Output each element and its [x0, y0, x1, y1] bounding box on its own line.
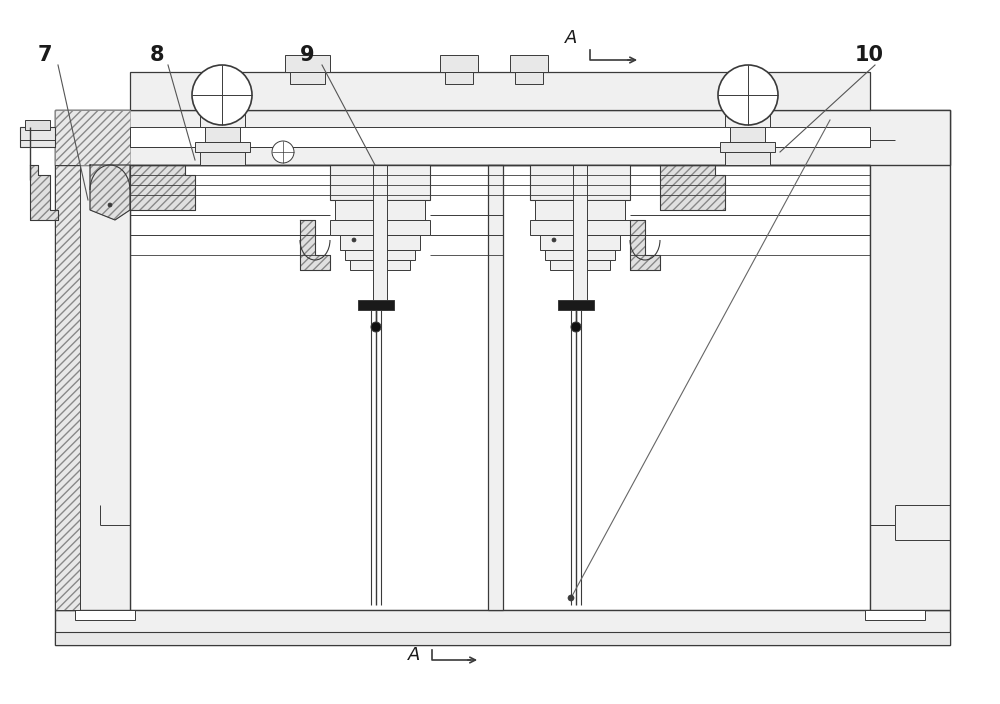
Bar	[55, 110, 950, 165]
Bar	[358, 300, 394, 310]
Bar	[373, 165, 387, 310]
Bar	[200, 105, 245, 127]
Text: A: A	[565, 29, 577, 47]
Bar	[530, 165, 630, 200]
Bar	[335, 200, 425, 220]
Bar	[558, 300, 594, 310]
Bar	[20, 127, 55, 147]
Bar	[75, 610, 135, 620]
Bar	[195, 142, 250, 152]
Polygon shape	[630, 220, 660, 270]
Bar	[55, 165, 80, 610]
Bar	[440, 55, 478, 72]
Bar	[870, 110, 950, 610]
Bar	[530, 220, 630, 235]
Bar	[550, 260, 610, 270]
Text: 7: 7	[38, 45, 52, 65]
Bar	[730, 127, 765, 142]
Bar	[540, 235, 620, 250]
Bar	[130, 127, 870, 147]
Circle shape	[192, 65, 252, 125]
Bar	[340, 235, 420, 250]
Circle shape	[108, 203, 112, 207]
Bar	[200, 152, 245, 165]
Polygon shape	[55, 110, 130, 165]
Bar	[350, 260, 410, 270]
Circle shape	[371, 322, 381, 332]
Circle shape	[552, 238, 556, 242]
Text: A: A	[408, 646, 420, 664]
Polygon shape	[300, 220, 330, 270]
Bar	[25, 120, 50, 130]
Bar	[870, 110, 950, 140]
Bar	[515, 72, 543, 84]
Polygon shape	[55, 165, 80, 610]
Bar	[55, 110, 130, 610]
Bar	[285, 55, 330, 72]
Polygon shape	[90, 165, 130, 220]
Text: 10: 10	[855, 45, 884, 65]
Circle shape	[571, 322, 581, 332]
Bar	[55, 610, 950, 645]
Circle shape	[352, 238, 356, 242]
Bar	[725, 105, 770, 127]
Circle shape	[568, 595, 574, 601]
Bar	[720, 142, 775, 152]
Text: 8: 8	[150, 45, 164, 65]
Bar	[510, 55, 548, 72]
Polygon shape	[660, 165, 725, 210]
Bar	[205, 127, 240, 142]
Bar	[573, 165, 587, 310]
Bar	[535, 200, 625, 220]
Text: 9: 9	[300, 45, 315, 65]
Circle shape	[718, 65, 778, 125]
Bar	[130, 110, 870, 610]
Polygon shape	[130, 165, 195, 210]
Bar	[445, 72, 473, 84]
Bar	[545, 250, 615, 260]
Bar	[330, 165, 430, 200]
Bar	[130, 72, 870, 110]
Bar	[345, 250, 415, 260]
Bar	[488, 165, 503, 610]
Bar	[330, 220, 430, 235]
Bar	[55, 632, 950, 645]
Bar	[865, 610, 925, 620]
Bar	[290, 72, 325, 84]
Circle shape	[272, 141, 294, 163]
Polygon shape	[30, 165, 58, 220]
Bar	[725, 152, 770, 165]
